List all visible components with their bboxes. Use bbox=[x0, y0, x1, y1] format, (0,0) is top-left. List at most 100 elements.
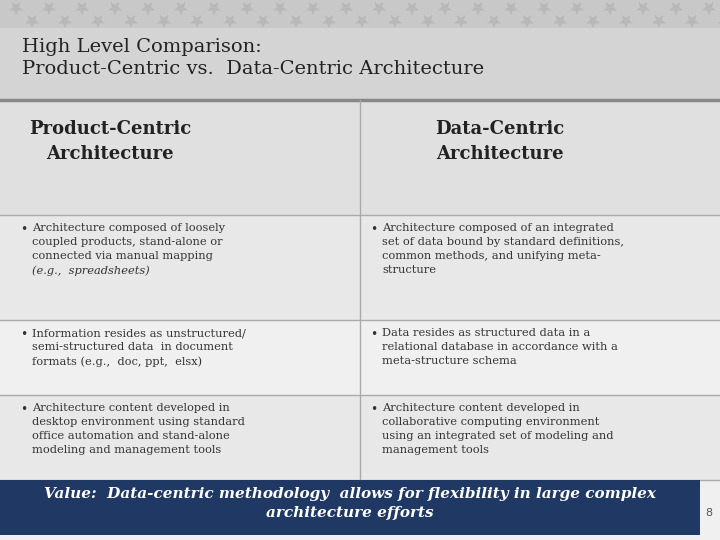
PathPatch shape bbox=[223, 15, 237, 28]
PathPatch shape bbox=[504, 2, 518, 15]
PathPatch shape bbox=[141, 2, 155, 15]
PathPatch shape bbox=[454, 15, 468, 28]
PathPatch shape bbox=[190, 15, 204, 28]
Text: formats (e.g.,  doc, ppt,  elsx): formats (e.g., doc, ppt, elsx) bbox=[32, 356, 202, 367]
PathPatch shape bbox=[25, 15, 39, 28]
Text: Product-Centric vs.  Data-Centric Architecture: Product-Centric vs. Data-Centric Archite… bbox=[22, 60, 484, 78]
FancyBboxPatch shape bbox=[0, 395, 720, 480]
PathPatch shape bbox=[306, 2, 320, 15]
PathPatch shape bbox=[421, 15, 435, 28]
PathPatch shape bbox=[108, 2, 122, 15]
PathPatch shape bbox=[652, 15, 666, 28]
PathPatch shape bbox=[240, 2, 253, 15]
PathPatch shape bbox=[603, 2, 616, 15]
PathPatch shape bbox=[58, 15, 72, 28]
Text: connected via manual mapping: connected via manual mapping bbox=[32, 251, 213, 261]
PathPatch shape bbox=[619, 15, 633, 28]
PathPatch shape bbox=[306, 2, 320, 15]
PathPatch shape bbox=[76, 2, 89, 15]
PathPatch shape bbox=[158, 15, 171, 28]
PathPatch shape bbox=[685, 15, 698, 28]
PathPatch shape bbox=[141, 2, 155, 15]
PathPatch shape bbox=[636, 2, 649, 15]
FancyBboxPatch shape bbox=[0, 0, 720, 100]
PathPatch shape bbox=[421, 15, 435, 28]
PathPatch shape bbox=[289, 15, 302, 28]
Text: management tools: management tools bbox=[382, 445, 489, 455]
PathPatch shape bbox=[9, 2, 22, 15]
Text: Architecture composed of loosely: Architecture composed of loosely bbox=[32, 223, 225, 233]
Text: •: • bbox=[20, 223, 27, 236]
PathPatch shape bbox=[274, 2, 287, 15]
PathPatch shape bbox=[76, 2, 89, 15]
FancyBboxPatch shape bbox=[0, 100, 720, 215]
PathPatch shape bbox=[223, 15, 237, 28]
PathPatch shape bbox=[42, 2, 55, 15]
FancyBboxPatch shape bbox=[0, 0, 720, 28]
PathPatch shape bbox=[603, 2, 616, 15]
PathPatch shape bbox=[537, 2, 551, 15]
PathPatch shape bbox=[554, 15, 567, 28]
PathPatch shape bbox=[570, 2, 584, 15]
PathPatch shape bbox=[372, 2, 386, 15]
PathPatch shape bbox=[125, 15, 138, 28]
Text: semi-structured data  in document: semi-structured data in document bbox=[32, 342, 233, 352]
PathPatch shape bbox=[388, 15, 402, 28]
PathPatch shape bbox=[174, 2, 188, 15]
PathPatch shape bbox=[240, 2, 253, 15]
PathPatch shape bbox=[719, 15, 720, 28]
FancyBboxPatch shape bbox=[0, 480, 700, 535]
PathPatch shape bbox=[25, 15, 39, 28]
PathPatch shape bbox=[42, 2, 55, 15]
PathPatch shape bbox=[472, 2, 485, 15]
Text: Value:  Data-centric methodology  allows for flexibility in large complex
archit: Value: Data-centric methodology allows f… bbox=[44, 487, 656, 521]
PathPatch shape bbox=[652, 15, 666, 28]
PathPatch shape bbox=[372, 2, 386, 15]
Text: •: • bbox=[370, 328, 377, 341]
Text: using an integrated set of modeling and: using an integrated set of modeling and bbox=[382, 431, 613, 441]
PathPatch shape bbox=[356, 15, 369, 28]
PathPatch shape bbox=[91, 15, 104, 28]
PathPatch shape bbox=[537, 2, 551, 15]
PathPatch shape bbox=[274, 2, 287, 15]
PathPatch shape bbox=[487, 15, 500, 28]
PathPatch shape bbox=[9, 2, 22, 15]
Text: Data resides as structured data in a: Data resides as structured data in a bbox=[382, 328, 590, 338]
Text: •: • bbox=[20, 328, 27, 341]
PathPatch shape bbox=[619, 15, 633, 28]
Text: (e.g.,  spreadsheets): (e.g., spreadsheets) bbox=[32, 265, 150, 275]
PathPatch shape bbox=[670, 2, 683, 15]
PathPatch shape bbox=[702, 2, 716, 15]
PathPatch shape bbox=[405, 2, 418, 15]
Text: Architecture content developed in: Architecture content developed in bbox=[32, 403, 230, 413]
PathPatch shape bbox=[356, 15, 369, 28]
PathPatch shape bbox=[256, 15, 270, 28]
FancyBboxPatch shape bbox=[0, 215, 720, 320]
PathPatch shape bbox=[339, 2, 353, 15]
FancyBboxPatch shape bbox=[0, 320, 720, 395]
PathPatch shape bbox=[487, 15, 500, 28]
PathPatch shape bbox=[586, 15, 600, 28]
PathPatch shape bbox=[685, 15, 698, 28]
PathPatch shape bbox=[158, 15, 171, 28]
PathPatch shape bbox=[504, 2, 518, 15]
PathPatch shape bbox=[207, 2, 220, 15]
Text: Product-Centric
Architecture: Product-Centric Architecture bbox=[29, 120, 191, 163]
PathPatch shape bbox=[125, 15, 138, 28]
PathPatch shape bbox=[91, 15, 104, 28]
Text: desktop environment using standard: desktop environment using standard bbox=[32, 417, 245, 427]
PathPatch shape bbox=[323, 15, 336, 28]
PathPatch shape bbox=[719, 15, 720, 28]
PathPatch shape bbox=[438, 2, 451, 15]
PathPatch shape bbox=[405, 2, 418, 15]
FancyBboxPatch shape bbox=[0, 100, 720, 480]
Text: coupled products, stand-alone or: coupled products, stand-alone or bbox=[32, 237, 222, 247]
FancyBboxPatch shape bbox=[0, 0, 720, 28]
Text: High Level Comparison:: High Level Comparison: bbox=[22, 38, 262, 56]
PathPatch shape bbox=[256, 15, 270, 28]
Text: set of data bound by standard definitions,: set of data bound by standard definition… bbox=[382, 237, 624, 247]
Text: Architecture composed of an integrated: Architecture composed of an integrated bbox=[382, 223, 613, 233]
Text: Data-Centric
Architecture: Data-Centric Architecture bbox=[436, 120, 564, 163]
PathPatch shape bbox=[472, 2, 485, 15]
Text: •: • bbox=[370, 403, 377, 416]
